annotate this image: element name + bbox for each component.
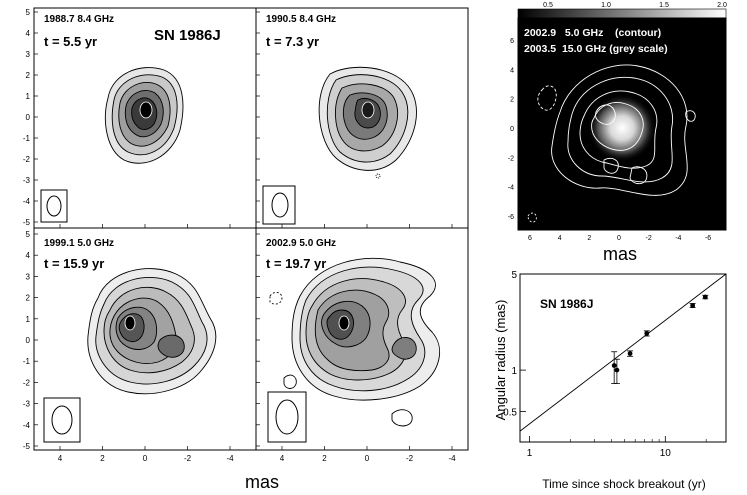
greyscale-contours bbox=[527, 64, 696, 223]
y-tick-label: 3 bbox=[26, 272, 31, 281]
panel-c-epoch: 1999.1 5.0 GHz bbox=[44, 238, 114, 249]
panel-a-labels: 1988.7 8.4 GHz t = 5.5 yr SN 1986J bbox=[44, 14, 221, 49]
panel-c-labels: 1999.1 5.0 GHz t = 15.9 yr bbox=[44, 238, 114, 271]
y-tick-label: 1 bbox=[26, 92, 31, 101]
panel-d-time: t = 19.7 yr bbox=[266, 256, 326, 271]
colorbar-tick-label: 1.5 bbox=[659, 2, 669, 9]
panel-b-time: t = 7.3 yr bbox=[266, 34, 319, 49]
y-tick-label: -5 bbox=[23, 442, 31, 451]
chart-ticks: 1 10 5 1 0.5 bbox=[503, 270, 707, 459]
y-tick-label: 1 bbox=[26, 315, 31, 324]
panel-d-labels: 2002.9 5.0 GHz t = 19.7 yr bbox=[266, 238, 336, 271]
left-axes: 5 4 3 2 1 0 -1 -2 -3 -4 -5 5 4 3 2 1 0 -1 -2 -3 -4 -5 4 2 0 -2 -4 4… bbox=[23, 8, 456, 463]
x-tick-label: -2 bbox=[184, 454, 192, 463]
chart-x-tick-label: 10 bbox=[660, 448, 672, 459]
x-tick-label: 2 bbox=[322, 454, 327, 463]
x-tick-label: -4 bbox=[448, 454, 456, 463]
radius-chart: 1 10 5 1 0.5 SN 1986J Angular radius (mas) T… bbox=[493, 270, 727, 491]
data-point bbox=[690, 303, 696, 308]
greyscale-x-tick-label: 4 bbox=[558, 235, 562, 242]
left-xlabel: mas bbox=[245, 472, 279, 492]
greyscale-legend-1: 2002.9 5.0 GHz (contour) bbox=[524, 27, 661, 39]
colorbar-tick-label: 0.5 bbox=[543, 2, 553, 9]
y-tick-label: -3 bbox=[23, 400, 31, 409]
x-tick-label: -2 bbox=[406, 454, 414, 463]
greyscale-x-tick-label: -4 bbox=[675, 235, 681, 242]
panel-a-title: SN 1986J bbox=[154, 27, 221, 44]
chart-points bbox=[611, 294, 709, 384]
colorbar-ticks: 0.5 1.0 1.5 2.0 bbox=[543, 2, 727, 9]
y-tick-label: -1 bbox=[23, 134, 31, 143]
y-tick-label: -2 bbox=[23, 155, 31, 164]
data-point bbox=[644, 330, 650, 336]
y-tick-label: 2 bbox=[26, 294, 31, 303]
chart-y-tick-label: 1 bbox=[511, 366, 517, 377]
chart-frame bbox=[519, 273, 727, 443]
fit-line bbox=[519, 273, 727, 432]
y-tick-label: -4 bbox=[23, 197, 31, 206]
chart-xlabel: Time since shock breakout (yr) bbox=[542, 477, 706, 491]
data-point bbox=[614, 367, 620, 373]
greyscale-y-tick-label: 0 bbox=[510, 126, 514, 133]
panel-d-contours bbox=[269, 257, 441, 427]
y-tick-label: -2 bbox=[23, 378, 31, 387]
x-tick-label: 4 bbox=[280, 454, 285, 463]
greyscale-x-tick-label: -6 bbox=[705, 235, 711, 242]
chart-y-tick-label: 5 bbox=[511, 270, 517, 281]
greyscale-y-tick-label: 2 bbox=[510, 97, 514, 104]
y-tick-label: 4 bbox=[26, 29, 31, 38]
chart-ylabel: Angular radius (mas) bbox=[493, 300, 508, 421]
colorbar-tick-label: 2.0 bbox=[717, 2, 727, 9]
greyscale-y-tick-label: 6 bbox=[510, 38, 514, 45]
y-tick-label: 5 bbox=[26, 230, 31, 239]
panel-a-contours bbox=[105, 67, 184, 164]
greyscale-x-tick-label: 6 bbox=[528, 235, 532, 242]
greyscale-x-tick-label: -2 bbox=[646, 235, 652, 242]
greyscale-legend-2: 2003.5 15.0 GHz (grey scale) bbox=[524, 43, 668, 55]
panel-b-epoch: 1990.5 8.4 GHz bbox=[266, 14, 336, 25]
panel-d-epoch: 2002.9 5.0 GHz bbox=[266, 238, 336, 249]
panel-b-contours bbox=[318, 66, 417, 179]
panel-a-epoch: 1988.7 8.4 GHz bbox=[44, 14, 114, 25]
y-tick-label: 2 bbox=[26, 71, 31, 80]
data-point bbox=[611, 363, 617, 368]
x-tick-label: 0 bbox=[143, 454, 148, 463]
greyscale-x-tick-label: 2 bbox=[587, 235, 591, 242]
vlbi-panel-grid: 1988.7 8.4 GHz t = 5.5 yr SN 1986J 1990.… bbox=[23, 7, 469, 492]
x-tick-label: 4 bbox=[58, 454, 63, 463]
greyscale-y-tick-label: -6 bbox=[508, 214, 514, 221]
greyscale-y-tick-label: 4 bbox=[510, 67, 514, 74]
colorbar-tick-label: 1.0 bbox=[601, 2, 611, 9]
y-tick-label: 0 bbox=[26, 336, 31, 345]
data-point bbox=[702, 294, 708, 300]
y-tick-label: -1 bbox=[23, 357, 31, 366]
y-tick-label: 4 bbox=[26, 251, 31, 260]
data-point bbox=[627, 351, 633, 356]
y-tick-label: 0 bbox=[26, 113, 31, 122]
y-tick-label: -3 bbox=[23, 176, 31, 185]
greyscale-y-tick-label: -4 bbox=[508, 185, 514, 192]
x-tick-label: 0 bbox=[365, 454, 370, 463]
panel-c-contours bbox=[87, 268, 217, 395]
panel-c-time: t = 15.9 yr bbox=[44, 256, 104, 271]
x-tick-label: 2 bbox=[100, 454, 105, 463]
x-tick-label: -4 bbox=[226, 454, 234, 463]
greyscale-x-tick-label: 0 bbox=[617, 235, 621, 242]
chart-x-tick-label: 1 bbox=[527, 448, 533, 459]
greyscale-axes: 6 4 2 0 -2 -4 -6 6 4 2 0 -2 -4 -6 bbox=[508, 38, 711, 242]
y-tick-label: 5 bbox=[26, 8, 31, 17]
greyscale-y-tick-label: -2 bbox=[508, 155, 514, 162]
panel-b-labels: 1990.5 8.4 GHz t = 7.3 yr bbox=[266, 14, 336, 49]
greyscale-panel: 0.5 1.0 1.5 2.0 2002.9 5.0 GHz (contour) 20… bbox=[508, 2, 727, 264]
y-tick-label: 3 bbox=[26, 50, 31, 59]
chart-title: SN 1986J bbox=[540, 297, 593, 311]
beam-ellipses bbox=[40, 185, 307, 443]
chart-y-tick-label: 0.5 bbox=[503, 407, 517, 418]
greyscale-xlabel: mas bbox=[603, 244, 637, 264]
panel-a-time: t = 5.5 yr bbox=[44, 34, 97, 49]
colorbar bbox=[517, 8, 727, 19]
y-tick-label: -5 bbox=[23, 218, 31, 227]
y-tick-label: -4 bbox=[23, 421, 31, 430]
